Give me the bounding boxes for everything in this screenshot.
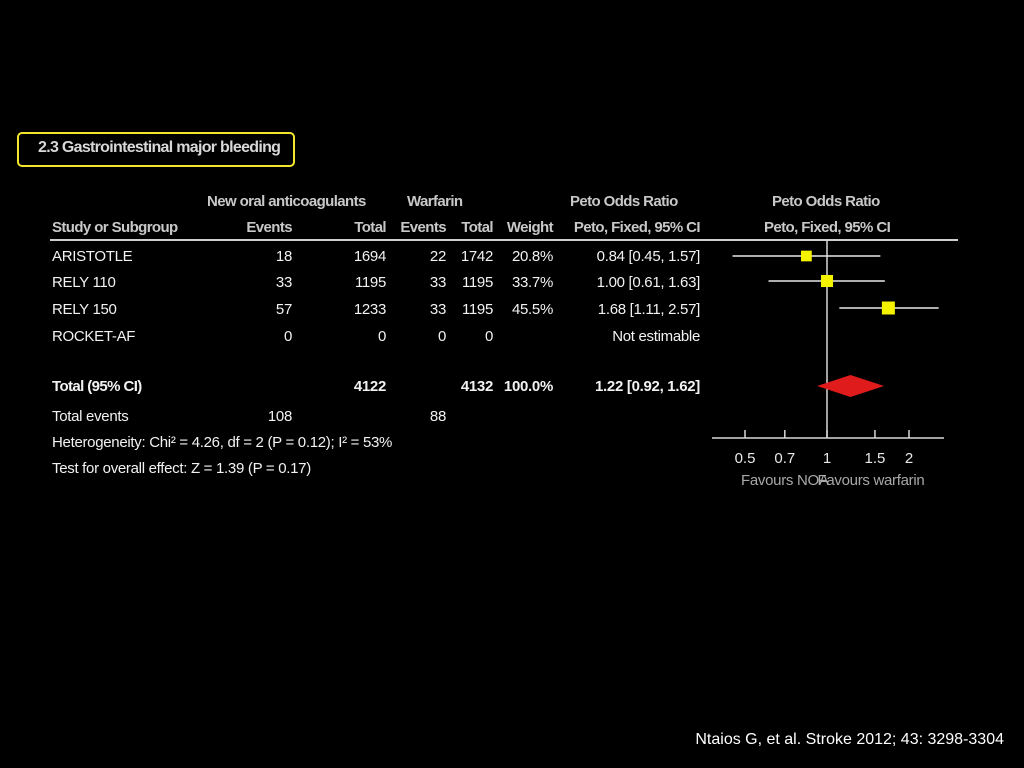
events-warfarin: 33 xyxy=(429,274,446,291)
header-group-or: Peto Odds Ratio xyxy=(570,193,678,210)
odds-ratio-ci: 1.68 [1.11, 2.57] xyxy=(597,301,701,318)
weight: 45.5% xyxy=(511,301,553,318)
header-method-plot: Peto, Fixed, 95% CI xyxy=(764,219,891,236)
study-or-square xyxy=(820,274,834,288)
citation: Ntaios G, et al. Stroke 2012; 43: 3298-3… xyxy=(695,731,1004,748)
total-weight: 100.0% xyxy=(503,378,553,395)
header-weight: Weight xyxy=(506,219,554,236)
header-method: Peto, Fixed, 95% CI xyxy=(573,219,701,236)
total-warfarin: 1195 xyxy=(461,274,493,291)
total-noa: 1694 xyxy=(353,248,386,265)
odds-ratio-ci: 0.84 [0.45, 1.57] xyxy=(596,248,701,265)
total-warfarin: 0 xyxy=(484,328,493,345)
study-or-square xyxy=(881,301,895,315)
total-events-label: Total events xyxy=(52,408,129,425)
study-name: RELY 150 xyxy=(52,301,117,318)
header-group-plot: Peto Odds Ratio xyxy=(772,193,880,210)
study-name: RELY 110 xyxy=(52,274,116,291)
study-name: ARISTOTLE xyxy=(52,248,133,265)
study-or-square xyxy=(801,250,812,262)
header-group-noa: New oral anticoagulants xyxy=(207,193,366,210)
total-label: Total (95% CI) xyxy=(52,378,142,395)
x-tick-label: 0.5 xyxy=(735,450,756,467)
favours-right-label: Favours warfarin xyxy=(818,472,925,489)
odds-ratio-ci: 1.00 [0.61, 1.63] xyxy=(596,274,701,291)
total-noa-sum: 4122 xyxy=(353,378,386,395)
section-title: 2.3 Gastrointestinal major bleeding xyxy=(38,139,281,156)
header-events-noa: Events xyxy=(246,219,292,236)
study-name: ROCKET-AF xyxy=(52,328,136,345)
x-tick-label: 2 xyxy=(905,450,913,467)
odds-ratio-ci: Not estimable xyxy=(612,328,700,345)
events-noa: 33 xyxy=(275,274,292,291)
pooled-diamond xyxy=(817,375,885,397)
header-total-warfarin: Total xyxy=(461,219,493,236)
weight: 20.8% xyxy=(511,248,553,265)
overall-effect-text: Test for overall effect: Z = 1.39 (P = 0… xyxy=(52,460,311,477)
total-noa: 1233 xyxy=(353,301,386,318)
header-group-warfarin: Warfarin xyxy=(407,193,463,210)
weight: 33.7% xyxy=(511,274,553,291)
total-events-warfarin: 88 xyxy=(429,408,446,425)
header-study: Study or Subgroup xyxy=(52,219,178,236)
total-noa: 0 xyxy=(377,328,386,345)
total-noa: 1195 xyxy=(354,274,386,291)
x-tick-label: 0.7 xyxy=(774,450,795,467)
header-rule xyxy=(50,239,958,241)
header-events-warfarin: Events xyxy=(400,219,446,236)
events-noa: 18 xyxy=(275,248,292,265)
total-warfarin-sum: 4132 xyxy=(460,378,493,395)
total-warfarin: 1742 xyxy=(460,248,493,265)
pooled-ci: 1.22 [0.92, 1.62] xyxy=(595,378,700,395)
favours-left-label: Favours NOA xyxy=(741,472,829,489)
events-warfarin: 33 xyxy=(429,301,446,318)
x-tick-label: 1 xyxy=(823,450,831,467)
events-noa: 57 xyxy=(275,301,292,318)
section-title-box xyxy=(17,132,295,167)
total-events-noa: 108 xyxy=(267,408,292,425)
events-warfarin: 22 xyxy=(429,248,446,265)
events-warfarin: 0 xyxy=(437,328,446,345)
total-warfarin: 1195 xyxy=(461,301,493,318)
events-noa: 0 xyxy=(283,328,292,345)
heterogeneity-text: Heterogeneity: Chi² = 4.26, df = 2 (P = … xyxy=(52,434,393,451)
x-tick-label: 1.5 xyxy=(865,450,886,467)
header-total-noa: Total xyxy=(354,219,386,236)
